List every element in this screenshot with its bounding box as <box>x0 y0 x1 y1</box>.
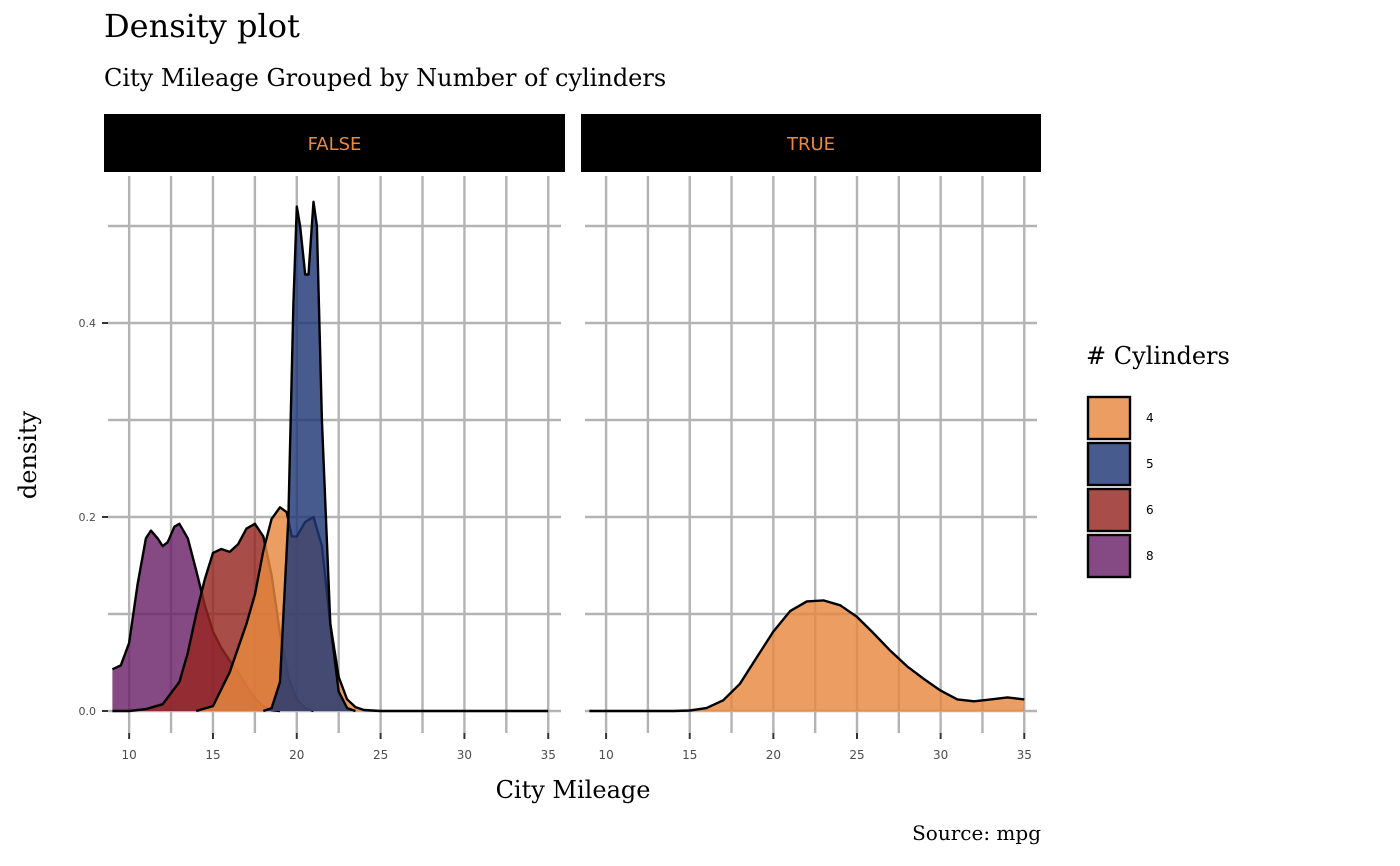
x-tick-label: 20 <box>289 748 304 762</box>
x-tick-label: 20 <box>766 748 781 762</box>
legend-label-6: 6 <box>1146 503 1154 517</box>
x-axis-label: City Mileage <box>496 776 651 804</box>
x-tick-label: 25 <box>373 748 388 762</box>
x-tick-label: 30 <box>457 748 472 762</box>
density-line-5 <box>262 200 356 713</box>
x-tick-label: 15 <box>682 748 697 762</box>
x-tick-label: 10 <box>122 748 137 762</box>
x-tick-label: 25 <box>849 748 864 762</box>
x-tick-label: 35 <box>541 748 556 762</box>
y-tick-label: 0.0 <box>79 705 97 718</box>
chart-title: Density plot <box>104 7 300 45</box>
density-line-4 <box>589 599 1025 713</box>
density-area-4 <box>589 600 1025 711</box>
legend-label-8: 8 <box>1146 549 1154 563</box>
legend-key-8 <box>1086 533 1132 579</box>
legend-label-5: 5 <box>1146 457 1154 471</box>
x-tick-label: 10 <box>598 748 613 762</box>
caption: Source: mpg <box>912 821 1041 845</box>
y-tick-label: 0.2 <box>79 511 97 524</box>
facet-strip <box>104 114 565 172</box>
facet-strip <box>581 114 1041 172</box>
x-tick-label: 30 <box>933 748 948 762</box>
gridlines <box>585 176 1037 733</box>
facet-strip-label: FALSE <box>308 134 362 155</box>
y-axis-label: density <box>14 410 42 499</box>
facets-group: FALSE 10 15 20 25 30 35 0.0 0.2 0.4 TRUE 10 15 20 25 30… <box>79 114 1041 762</box>
chart-subtitle: City Mileage Grouped by Number of cylind… <box>104 64 666 92</box>
legend: # Cylinders 4 5 6 8 <box>1086 342 1230 579</box>
density-area-5 <box>263 201 356 712</box>
y-tick-label: 0.4 <box>79 317 97 330</box>
legend-title: # Cylinders <box>1086 342 1230 370</box>
legend-key-6 <box>1086 487 1132 533</box>
legend-key-5 <box>1086 441 1132 487</box>
legend-key-4 <box>1086 395 1132 441</box>
x-tick-label: 15 <box>205 748 220 762</box>
legend-label-4: 4 <box>1146 411 1154 425</box>
facet-panel-true: TRUE 10 15 20 25 30 35 <box>581 114 1041 762</box>
x-tick-label: 35 <box>1017 748 1032 762</box>
facet-panel-false: FALSE 10 15 20 25 30 35 0.0 0.2 0.4 <box>79 114 565 762</box>
facet-strip-label: TRUE <box>786 134 835 155</box>
